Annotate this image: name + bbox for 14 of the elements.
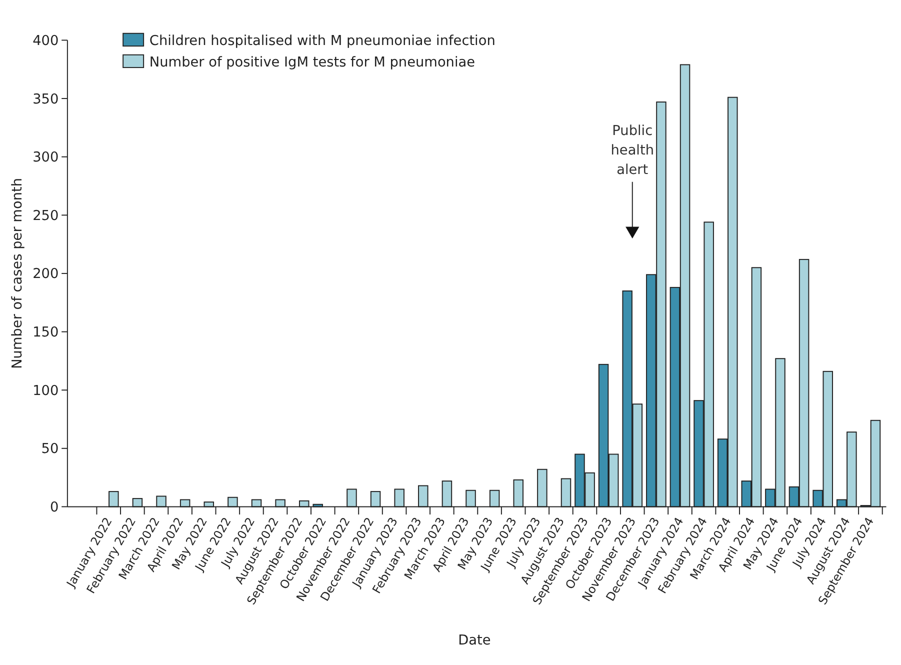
y-tick-label: 300 [32,150,59,166]
y-tick-label: 0 [50,499,59,516]
y-tick-label: 400 [32,32,59,49]
y-tick-label: 100 [32,382,59,399]
x-axis-title: Date [458,632,491,648]
y-tick-label: 200 [32,266,59,282]
y-axis-title: Number of cases per month [10,178,26,369]
legend-label: Children hospitalised with M pneumoniae infection [149,32,496,49]
y-tick-label: 250 [32,208,59,224]
y-tick-label: 350 [32,91,59,108]
annotation: Public health alert [610,123,654,178]
y-tick-label: 50 [41,441,59,458]
legend-label: Number of positive IgM tests for M pneumoniae [149,54,476,70]
y-tick-label: 150 [32,324,59,341]
